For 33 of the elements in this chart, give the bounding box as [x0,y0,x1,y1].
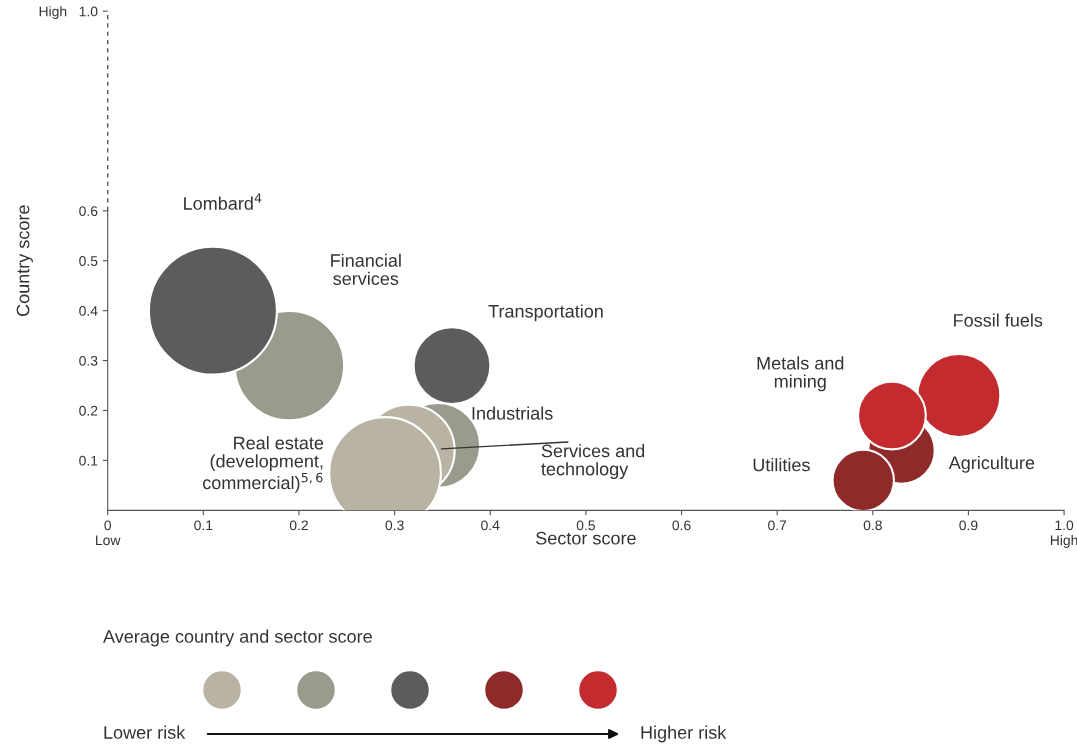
series-label: Fossil fuels [954,313,1043,327]
text: Lombard$^{4}$ [184,193,262,210]
series-label: Agriculture [948,455,1035,473]
x-tick-label: 0.1 [194,520,213,531]
text: Lower risk [104,725,186,739]
y-tick-label: 0.6 [79,206,98,216]
x-tick-label: 0 Low [96,520,121,546]
x-tick-label: 0.2 [289,520,308,531]
y-axis-title: Country score [16,205,33,317]
x-tick-label: 0.6 [672,520,691,531]
series-label: Real estate (development, commercial)$^{5,6}$ [203,436,324,493]
x-tick-label: 0.8 [863,520,882,531]
series-label: Transportation [488,304,603,322]
y-tick-label: 0.5 [79,256,98,266]
text: Higher risk [641,725,727,743]
x-tick-label: 0.3 [385,520,404,531]
text: Services and technology [541,444,645,480]
y-tick-label: 0.4 [79,306,98,316]
x-tick-label: 1.0 High [1050,520,1077,548]
legend-title: Average country and sector score [103,629,372,647]
y-tick-label: 0.1 [79,455,98,466]
x-tick-label: 0.9 [959,520,978,531]
series-label: Utilities [753,458,810,472]
x-tick-label: 0.4 [481,520,500,531]
y-tick-label: High 1.0 [39,6,98,20]
y-tick-label: 0.3 [79,355,98,366]
series-label: Financial services [331,253,401,286]
series-label: Metals and mining [757,356,844,392]
y-tick-label: 0.2 [79,405,98,416]
series-label: Industrials [472,406,553,420]
x-tick-label: 0.7 [768,520,787,531]
x-axis-title: Sector score [536,531,636,545]
x-tick-label: 0.5 [576,520,595,531]
